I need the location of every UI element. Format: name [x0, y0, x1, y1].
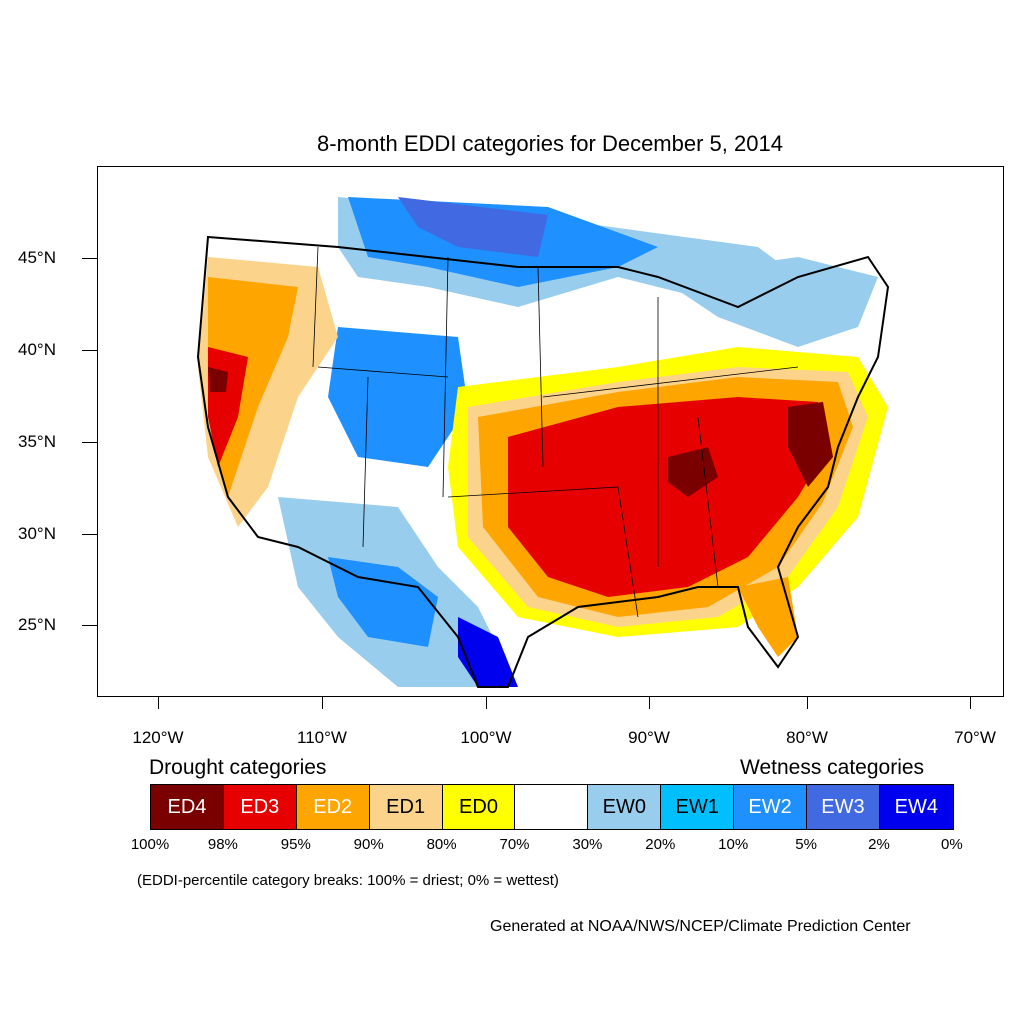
lat-label-35: 35°N	[18, 432, 56, 451]
region-ew1-rockies	[328, 327, 468, 467]
lat-label-25: 25°N	[18, 615, 56, 634]
region-ew1-southwest	[328, 557, 438, 647]
lon-tick-70	[970, 697, 971, 709]
legend-swatch-ew1: EW1	[661, 785, 735, 829]
lon-tick-80	[807, 697, 808, 709]
legend-swatch-ed3: ED3	[223, 785, 297, 829]
region-ew0-northeast	[658, 257, 878, 347]
credit-text: Generated at NOAA/NWS/NCEP/Climate Predi…	[490, 918, 911, 935]
region-ew4-texas	[458, 617, 518, 687]
legend-break-label: 20%	[645, 836, 676, 853]
legend-break-label: 80%	[426, 836, 457, 853]
legend-swatch-ew2: EW2	[734, 785, 808, 829]
lon-label-70: 70°W	[954, 728, 996, 747]
lat-label-40: 40°N	[18, 340, 56, 359]
legend-break-label: 2%	[868, 836, 890, 853]
legend-break-label: 70%	[499, 836, 530, 853]
conus-outline	[196, 235, 890, 688]
legend-colorbar: ED4 ED3 ED2 ED1 ED0 EW0 EW1 EW2 EW3 EW4	[150, 784, 954, 830]
lat-tick-35	[82, 442, 97, 443]
legend-swatch-ew3: EW3	[807, 785, 880, 829]
lon-tick-110	[322, 697, 323, 709]
legend-break-label: 90%	[353, 836, 384, 853]
legend-note: (EDDI-percentile category breaks: 100% =…	[137, 872, 559, 889]
drought-heading: Drought categories	[149, 756, 327, 779]
lon-label-90: 90°W	[628, 728, 670, 747]
lat-tick-30	[82, 534, 97, 535]
map-title: 8-month EDDI categories for December 5, …	[317, 131, 783, 156]
region-ed2-west	[208, 277, 298, 497]
lon-label-120: 120°W	[132, 728, 184, 747]
wetness-heading: Wetness categories	[740, 756, 925, 779]
legend-break-label: 5%	[795, 836, 817, 853]
lat-label-45: 45°N	[18, 248, 56, 267]
lon-label-100: 100°W	[460, 728, 512, 747]
region-ew3-north	[398, 197, 548, 257]
region-ed4-midatlantic	[788, 402, 833, 487]
lon-tick-90	[649, 697, 650, 709]
map-panel	[97, 166, 1004, 697]
lon-label-80: 80°W	[786, 728, 828, 747]
map-canvas	[196, 197, 890, 688]
legend-swatch-ed0: ED0	[442, 785, 516, 829]
legend-swatch-ew0: EW0	[588, 785, 662, 829]
region-ed4-ohio-valley	[668, 447, 718, 497]
legend-swatch-ed4: ED4	[151, 785, 224, 829]
lat-tick-25	[82, 625, 97, 626]
legend-break-label: 10%	[718, 836, 749, 853]
legend-break-label: 95%	[280, 836, 311, 853]
lat-tick-40	[82, 350, 97, 351]
legend-break-label: 100%	[130, 836, 170, 853]
legend-swatch-neutral	[515, 785, 589, 829]
state-borders	[312, 246, 799, 618]
lon-tick-120	[158, 697, 159, 709]
lon-label-110: 110°W	[297, 728, 347, 747]
legend-swatch-ed2: ED2	[296, 785, 370, 829]
legend-swatch-ew4: EW4	[879, 785, 953, 829]
region-ed2-florida	[738, 577, 798, 657]
region-ed3-central	[508, 397, 828, 597]
lat-tick-45	[82, 258, 97, 259]
lon-tick-100	[486, 697, 487, 709]
legend-break-label: 30%	[572, 836, 603, 853]
legend-swatch-ed1: ED1	[369, 785, 443, 829]
legend-break-label: 98%	[207, 836, 238, 853]
region-ed4-california	[208, 367, 228, 392]
lat-label-30: 30°N	[18, 524, 56, 543]
legend-break-label: 0%	[941, 836, 963, 853]
